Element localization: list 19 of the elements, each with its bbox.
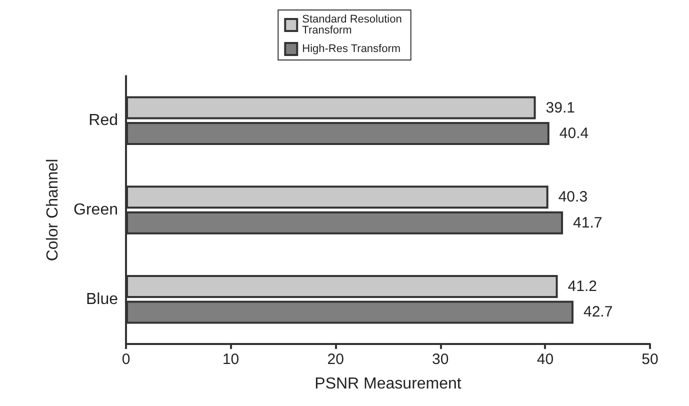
y-tick-label: Blue: [86, 290, 118, 308]
data-label: 40.4: [559, 125, 589, 142]
x-tick-label: 0: [122, 351, 130, 368]
data-label: 39.1: [546, 99, 575, 116]
x-tick-label: 50: [642, 351, 658, 368]
x-tick-label: 40: [536, 351, 554, 368]
x-tick-label: 20: [327, 351, 344, 368]
y-axis-title: Color Channel: [44, 158, 62, 262]
y-tick-label: Green: [74, 202, 118, 218]
data-label: 41.7: [573, 214, 602, 232]
y-tick-label: Red: [88, 112, 118, 130]
x-tick-label: 10: [222, 351, 240, 368]
x-tick-label: 30: [432, 351, 449, 368]
legend-label: High-Res Transform: [302, 43, 401, 55]
data-label: 41.2: [568, 278, 597, 295]
data-label: 42.7: [583, 304, 613, 321]
x-axis-title: PSNR Measurement: [314, 376, 462, 392]
data-label: 40.3: [558, 188, 588, 206]
legend-label: Standard Resolution Transform: [302, 14, 405, 36]
